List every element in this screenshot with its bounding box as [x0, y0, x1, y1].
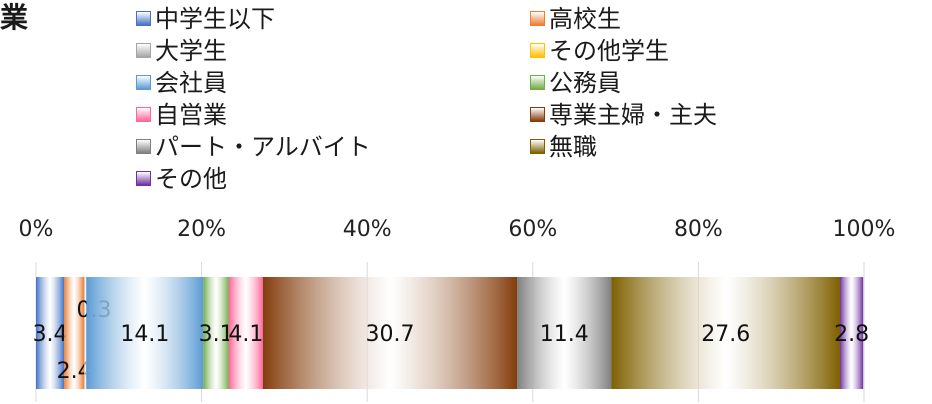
- legend-swatch: [530, 74, 545, 90]
- data-label: 14.1: [120, 322, 169, 347]
- bar-segment: [517, 277, 612, 389]
- legend-item: 公務員: [530, 67, 621, 99]
- legend-label: その他: [155, 165, 227, 193]
- bar-segment: [86, 277, 204, 389]
- data-label: 3.4: [33, 322, 68, 347]
- bar-segment: [839, 277, 864, 389]
- x-tick-label: 100%: [833, 217, 896, 242]
- data-label: 3.1: [199, 322, 234, 347]
- data-label: 30.7: [365, 322, 414, 347]
- legend-item: 自営業: [136, 99, 227, 131]
- legend-swatch: [136, 138, 151, 154]
- legend-item: その他学生: [530, 35, 669, 67]
- bar-segment: [203, 277, 229, 389]
- legend-swatch: [136, 10, 151, 26]
- legend-swatch: [530, 138, 545, 154]
- bar-segment: [84, 277, 87, 389]
- legend-swatch: [136, 74, 151, 90]
- bar-segment: [262, 277, 518, 389]
- legend-label: 高校生: [549, 5, 621, 33]
- bar-segment: [611, 277, 840, 389]
- x-tick-label: 40%: [343, 217, 392, 242]
- legend-item: 無職: [530, 131, 597, 163]
- legend-label: 公務員: [549, 69, 621, 97]
- data-label: 4.1: [228, 322, 263, 347]
- legend-label: 大学生: [155, 37, 227, 65]
- legend-swatch: [530, 10, 545, 26]
- legend-label: 無職: [549, 133, 597, 161]
- legend-swatch: [530, 42, 545, 58]
- bar-segment: [36, 277, 65, 389]
- legend-item: パート・アルバイト: [136, 131, 371, 163]
- legend-item: 高校生: [530, 3, 621, 35]
- x-tick-label: 60%: [508, 217, 557, 242]
- data-label: 27.6: [701, 322, 750, 347]
- x-tick-label: 0%: [19, 217, 54, 242]
- legend-swatch: [136, 106, 151, 122]
- legend-label: 自営業: [155, 101, 227, 129]
- legend-item: 中学生以下: [136, 3, 275, 35]
- legend-label: 中学生以下: [155, 5, 275, 33]
- x-tick-label: 20%: [177, 217, 226, 242]
- data-label: 11.4: [540, 322, 589, 347]
- data-label: 2.8: [834, 322, 869, 347]
- bar-segment: [64, 277, 85, 389]
- bar-segment: [228, 277, 263, 389]
- legend-item: その他: [136, 163, 227, 195]
- x-tick-label: 80%: [674, 217, 723, 242]
- chart-title: 業: [0, 1, 29, 34]
- legend-item: 大学生: [136, 35, 227, 67]
- legend-label: 専業主婦・主夫: [549, 101, 717, 129]
- legend-swatch: [136, 170, 151, 186]
- legend-swatch: [136, 42, 151, 58]
- legend-label: パート・アルバイト: [155, 133, 371, 161]
- legend-label: 会社員: [155, 69, 227, 97]
- legend-item: 専業主婦・主夫: [530, 99, 717, 131]
- legend-item: 会社員: [136, 67, 227, 99]
- legend-swatch: [530, 106, 545, 122]
- legend-label: その他学生: [549, 37, 669, 65]
